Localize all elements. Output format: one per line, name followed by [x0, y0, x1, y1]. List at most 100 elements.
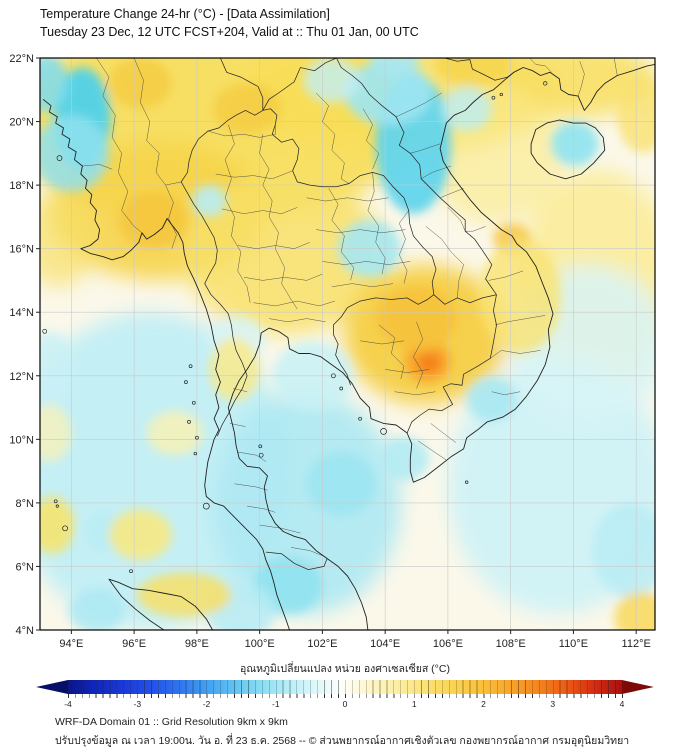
anomaly-blob — [209, 337, 260, 402]
province-line — [247, 505, 276, 513]
border-line — [336, 58, 383, 106]
island — [358, 416, 362, 421]
weather-map: 22°N 20°N 18°N 16°N 14°N 12°N 10°N 8°N 6°N 4°N 94°… — [9, 53, 656, 650]
lat-axis-label: 20°N — [9, 117, 34, 129]
anomaly-blob — [40, 58, 69, 112]
coastline — [227, 63, 655, 630]
coastline — [108, 578, 213, 630]
province-line — [221, 207, 298, 214]
island — [202, 502, 210, 510]
province-line — [237, 451, 267, 462]
anomaly-blob — [40, 191, 97, 287]
anomaly-blob — [108, 58, 172, 109]
province-line — [234, 483, 268, 491]
lat-axis-label: 6°N — [16, 561, 35, 573]
island — [191, 400, 196, 405]
province-line — [367, 172, 386, 275]
border-line — [180, 109, 263, 437]
anomaly-blob — [212, 83, 282, 135]
island — [62, 525, 68, 532]
anomaly-blob — [479, 239, 561, 354]
colorbar-tick-label: 2 — [481, 699, 486, 709]
coastline — [42, 98, 290, 630]
anomaly-blob — [592, 502, 655, 599]
colorbar-tick-label: -3 — [133, 699, 142, 709]
province-line — [613, 58, 618, 76]
anomaly-blob — [108, 509, 172, 561]
island — [465, 480, 469, 484]
province-line — [290, 547, 326, 558]
island — [258, 444, 263, 449]
anomaly-blob — [614, 591, 655, 630]
province-line — [253, 300, 335, 307]
island — [258, 452, 264, 458]
coastline — [530, 119, 606, 180]
island — [195, 435, 199, 440]
lon-axis-label: 94°E — [59, 638, 83, 650]
island — [188, 364, 193, 369]
anomaly-blob — [184, 175, 386, 335]
colorbar-label: อุณหภูมิเปลี่ยนแปลง หน่วย องศาเซลเซียส (… — [240, 663, 450, 675]
province-line — [421, 165, 452, 179]
anomaly-blob — [378, 436, 430, 481]
border-line — [433, 294, 497, 305]
island — [331, 373, 336, 379]
province-line — [413, 321, 424, 389]
anomaly-blob — [369, 58, 420, 76]
lon-axis-label: 102°E — [307, 638, 337, 650]
anomaly-blob — [146, 410, 204, 456]
colorbar-tick-label: 0 — [342, 699, 348, 709]
anomaly-blob — [40, 115, 110, 192]
island — [53, 499, 58, 504]
border-line — [262, 108, 437, 295]
lat-axis-label: 22°N — [9, 53, 34, 65]
island — [339, 386, 344, 391]
lon-axis-label: 96°E — [122, 638, 146, 650]
province-line — [207, 124, 276, 138]
lon-axis-label: 100°E — [245, 638, 275, 650]
province-line — [394, 391, 436, 396]
border-line — [406, 294, 497, 434]
province-line — [269, 318, 326, 323]
province-line — [96, 58, 143, 233]
anomaly-blob — [617, 77, 655, 154]
lat-axis-label: 10°N — [9, 434, 34, 446]
province-line — [529, 58, 552, 73]
anomaly-blob — [40, 331, 75, 408]
islands — [42, 81, 548, 574]
anomaly-blob — [118, 191, 188, 249]
province-line — [259, 134, 298, 310]
page-subtitle: Tuesday 23 Dec, 12 UTC FCST+204, Valid a… — [40, 25, 419, 39]
map-field — [40, 58, 655, 630]
province-line — [385, 369, 430, 373]
anomaly-blob — [466, 377, 517, 422]
footer-update-info: ปรับปรุงข้อมูล ณ เวลา 19:00น. วัน อ. ที่… — [55, 735, 630, 747]
border-line — [444, 58, 515, 81]
colorbar-segment-lines — [68, 680, 622, 694]
province-line — [491, 391, 521, 396]
province-line — [316, 229, 406, 234]
province-line — [259, 524, 301, 534]
colorbar: -4 -3 -2 -1 0 1 2 3 4 — [36, 679, 654, 713]
province-line — [465, 226, 486, 232]
province-line — [490, 350, 541, 359]
province-line — [243, 273, 323, 281]
province-line — [306, 197, 389, 202]
province-line — [447, 207, 466, 232]
lon-axis-label: 104°E — [370, 638, 400, 650]
anomaly-blob — [40, 496, 75, 554]
province-line — [425, 226, 464, 298]
island — [56, 155, 63, 161]
lat-axis-label: 14°N — [9, 307, 34, 319]
map-frame — [39, 57, 656, 631]
anomaly-blob — [344, 61, 433, 125]
lon-axis-label: 106°E — [433, 638, 463, 650]
island — [380, 428, 387, 435]
province-line — [488, 270, 524, 281]
anomaly-blob — [375, 286, 458, 351]
province-line — [322, 261, 411, 265]
province-line — [396, 92, 442, 118]
anomaly-blob — [417, 352, 441, 374]
anomaly-blob — [306, 452, 376, 516]
